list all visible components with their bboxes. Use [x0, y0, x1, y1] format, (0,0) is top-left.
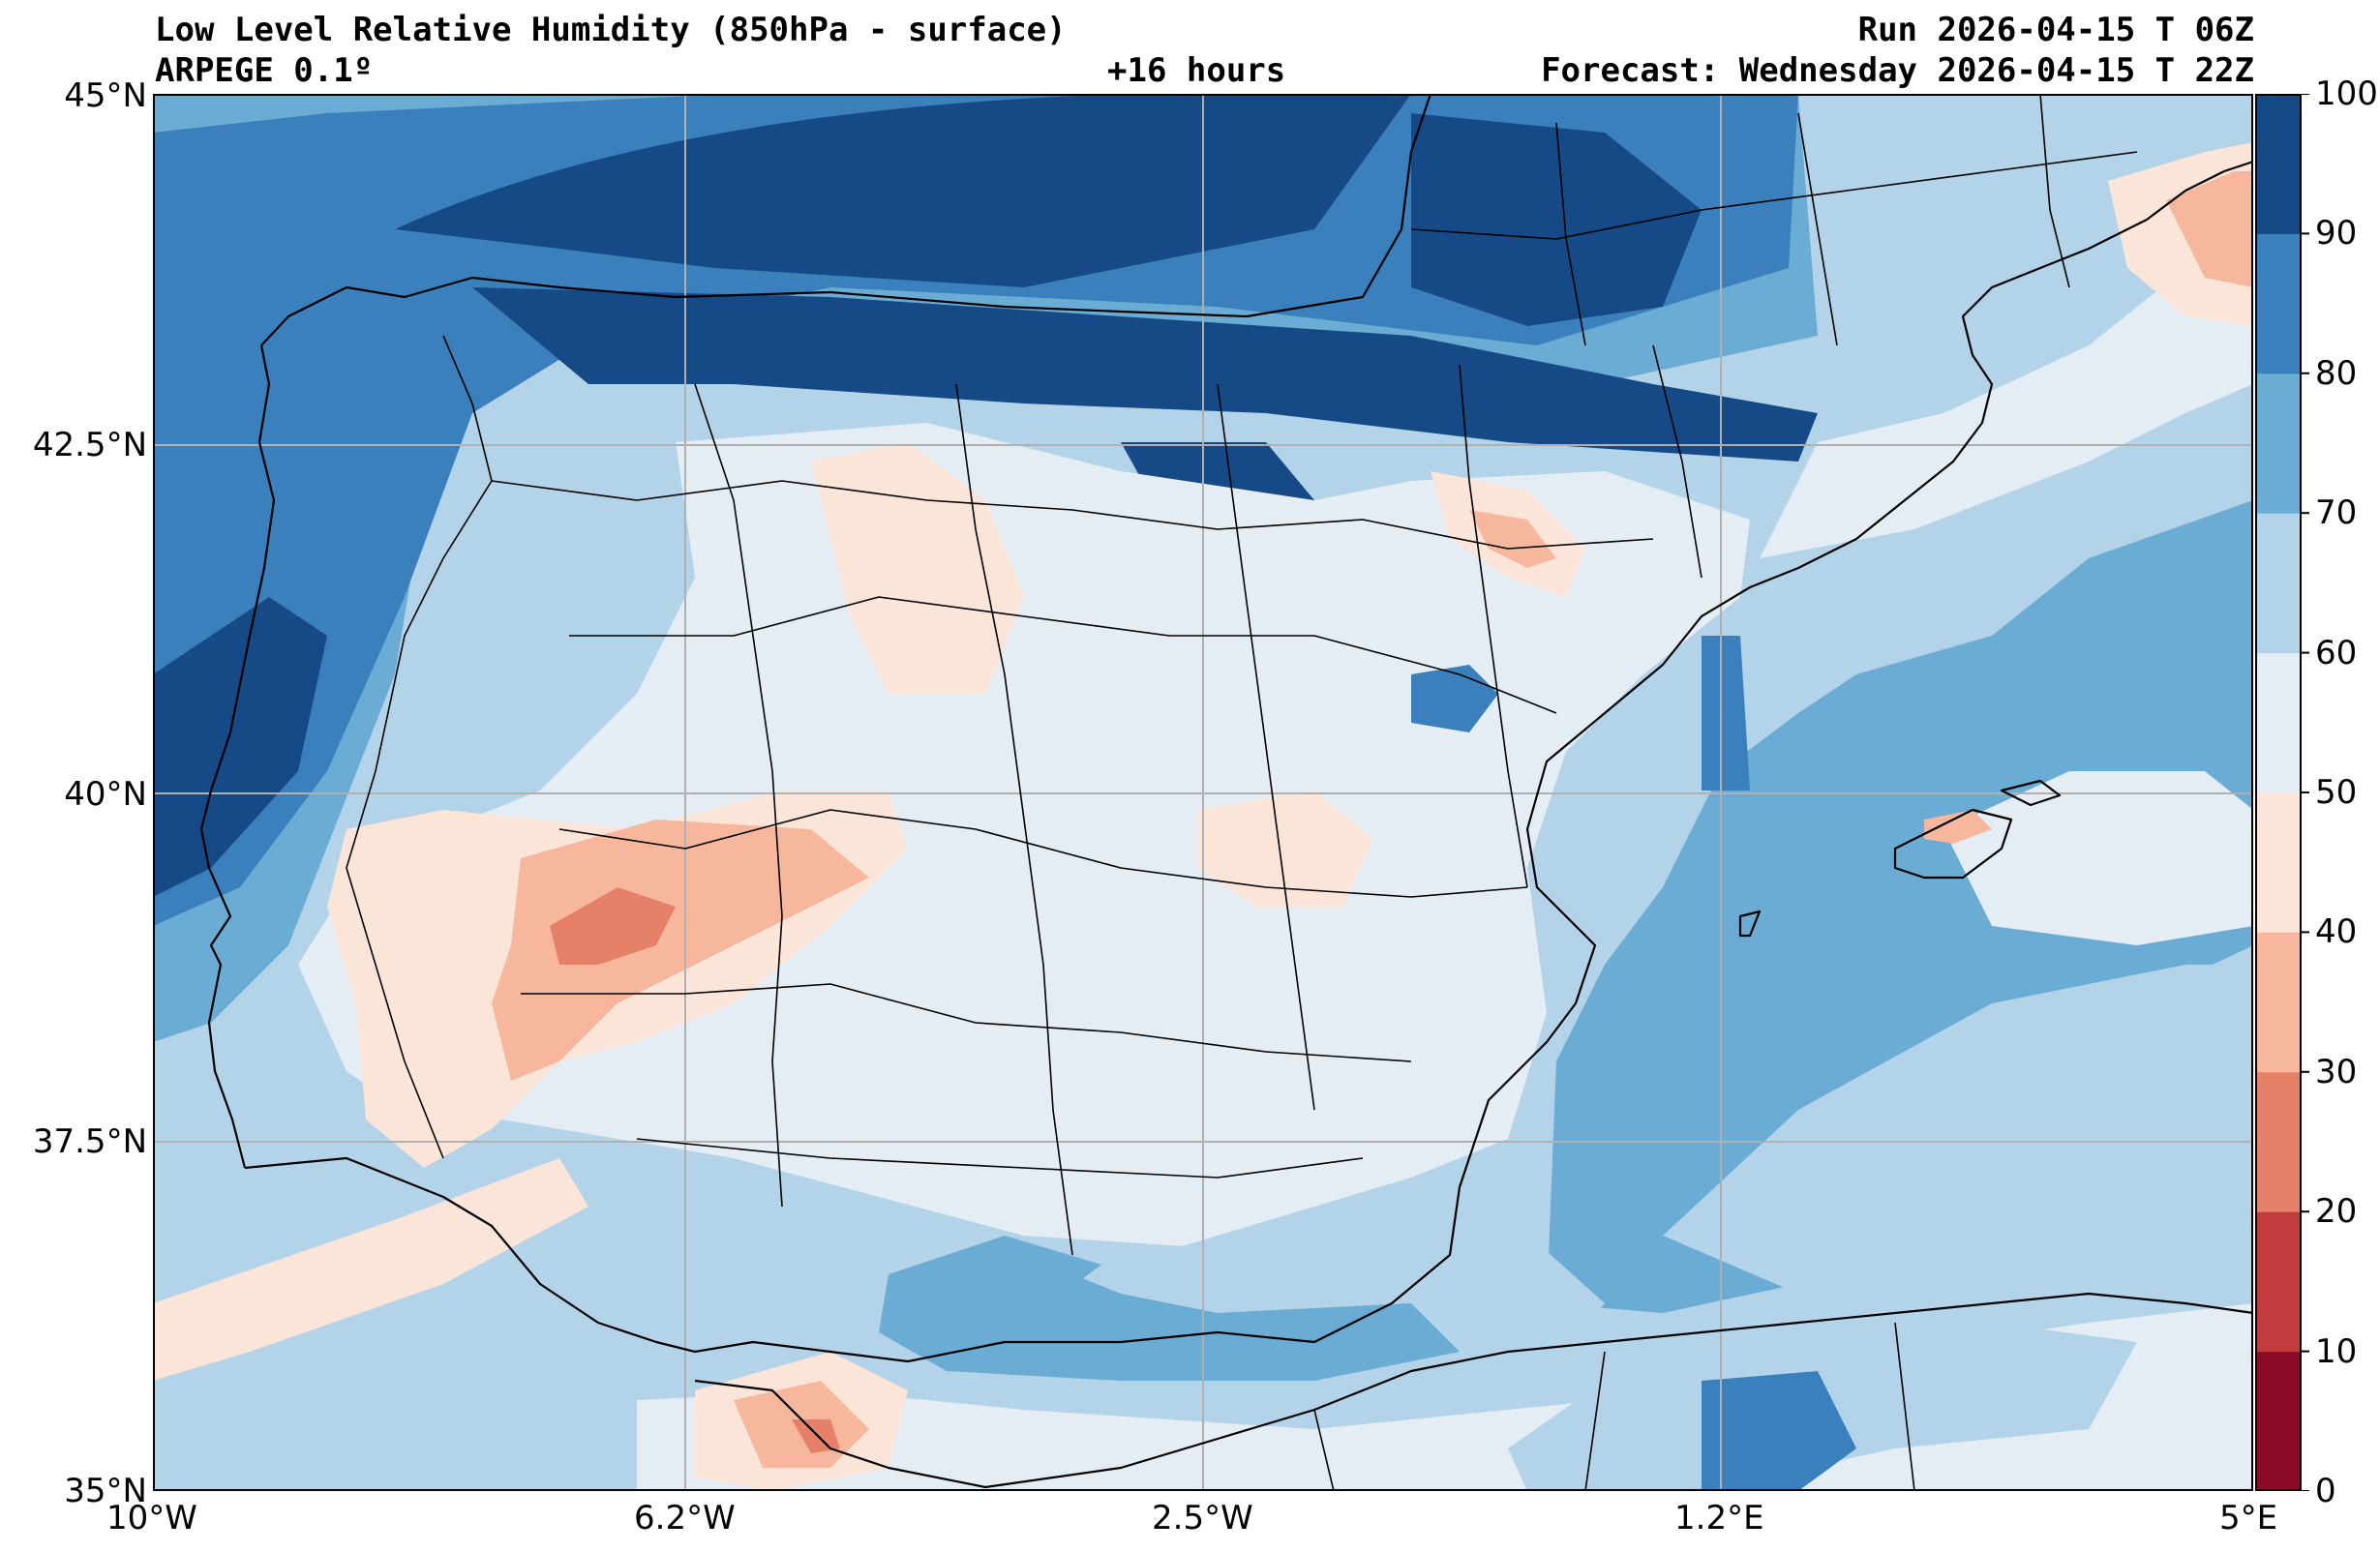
colorbar-band-10 — [2255, 1211, 2300, 1353]
field-southwest-40 — [153, 1158, 588, 1381]
colorbar-band-40 — [2255, 792, 2300, 933]
map-frame — [153, 94, 2253, 1491]
colorbar-band-80 — [2255, 233, 2300, 374]
lon-tick-1-2e: 1.2°E — [1674, 1499, 1764, 1537]
graticule — [153, 94, 2253, 1491]
run-label: Run 2026-04-15 T 06Z — [1857, 11, 2254, 49]
colorbar-band-0 — [2255, 1351, 2300, 1491]
lon-tick-10w: 10°W — [106, 1499, 197, 1537]
field-languedoc-30 — [2166, 171, 2253, 287]
field-france-90 — [1411, 113, 1702, 326]
colorbar-band-50 — [2255, 652, 2300, 793]
colorbar-label-30: 30 — [2315, 1052, 2358, 1091]
colorbar-label-60: 60 — [2315, 633, 2358, 672]
field-guadiana-30 — [492, 820, 869, 1081]
field-med-70 — [1547, 500, 2253, 1313]
lead-time-label: +16 hours — [1107, 51, 1286, 90]
field-cantabria-90 — [472, 287, 1818, 462]
field-galicia-90 — [153, 597, 327, 897]
coastline — [199, 94, 2253, 1489]
lat-tick-40: 40°N — [64, 775, 147, 814]
colorbar-label-70: 70 — [2315, 493, 2358, 533]
field-east-50 — [1760, 249, 2253, 558]
field-balearic-50 — [1943, 771, 2253, 945]
colorbar-band-70 — [2255, 373, 2300, 514]
lon-tick-2-5w: 2.5°W — [1152, 1499, 1253, 1537]
field-interior-50 — [298, 423, 1750, 1294]
field-gulf-80 — [1702, 636, 1750, 791]
lat-tick-37-5: 37.5°N — [32, 1122, 147, 1161]
colorbar-label-40: 40 — [2315, 912, 2358, 952]
colorbar-label-0: 0 — [2315, 1472, 2336, 1510]
field-med-60 — [1663, 965, 2253, 1294]
field-mancha-40 — [1198, 791, 1372, 907]
colorbar-band-60 — [2255, 513, 2300, 654]
colorbar-label-10: 10 — [2315, 1331, 2358, 1371]
lat-tick-35: 35°N — [64, 1472, 147, 1510]
map-title: Low Level Relative Humidity (850hPa - su… — [155, 11, 1067, 49]
field-duero-40 — [811, 442, 1024, 694]
model-label: ARPEGE 0.1º — [155, 51, 374, 90]
field-atlantic-90 — [395, 94, 1411, 287]
field-andalus-70 — [889, 1236, 1101, 1323]
colorbar-label-90: 90 — [2315, 214, 2358, 254]
humidity-map — [153, 94, 2253, 1491]
colorbar-band-20 — [2255, 1071, 2300, 1212]
colorbar-label-50: 50 — [2315, 773, 2358, 812]
field-africa-80 — [1702, 1371, 1856, 1491]
lon-tick-5e: 5°E — [2219, 1499, 2278, 1537]
lat-tick-42-5: 42.5°N — [32, 426, 147, 464]
colorbar-label-100: 100 — [2315, 75, 2378, 113]
field-guadiana-20 — [550, 887, 676, 965]
colorbar-label-80: 80 — [2315, 353, 2358, 393]
colorbar-band-90 — [2255, 94, 2300, 234]
colorbar-band-30 — [2255, 932, 2300, 1073]
colorbar-label-20: 20 — [2315, 1192, 2358, 1232]
region-borders — [346, 94, 2138, 1491]
lat-tick-45: 45°N — [64, 76, 147, 115]
field-mallorca-40 — [1924, 810, 1992, 844]
colorbar — [2255, 94, 2309, 1491]
field-ebro-30 — [1469, 510, 1556, 568]
forecast-label: Forecast: Wednesday 2026-04-15 T 22Z — [1541, 51, 2254, 90]
lon-tick-6-2w: 6.2°W — [634, 1499, 736, 1537]
